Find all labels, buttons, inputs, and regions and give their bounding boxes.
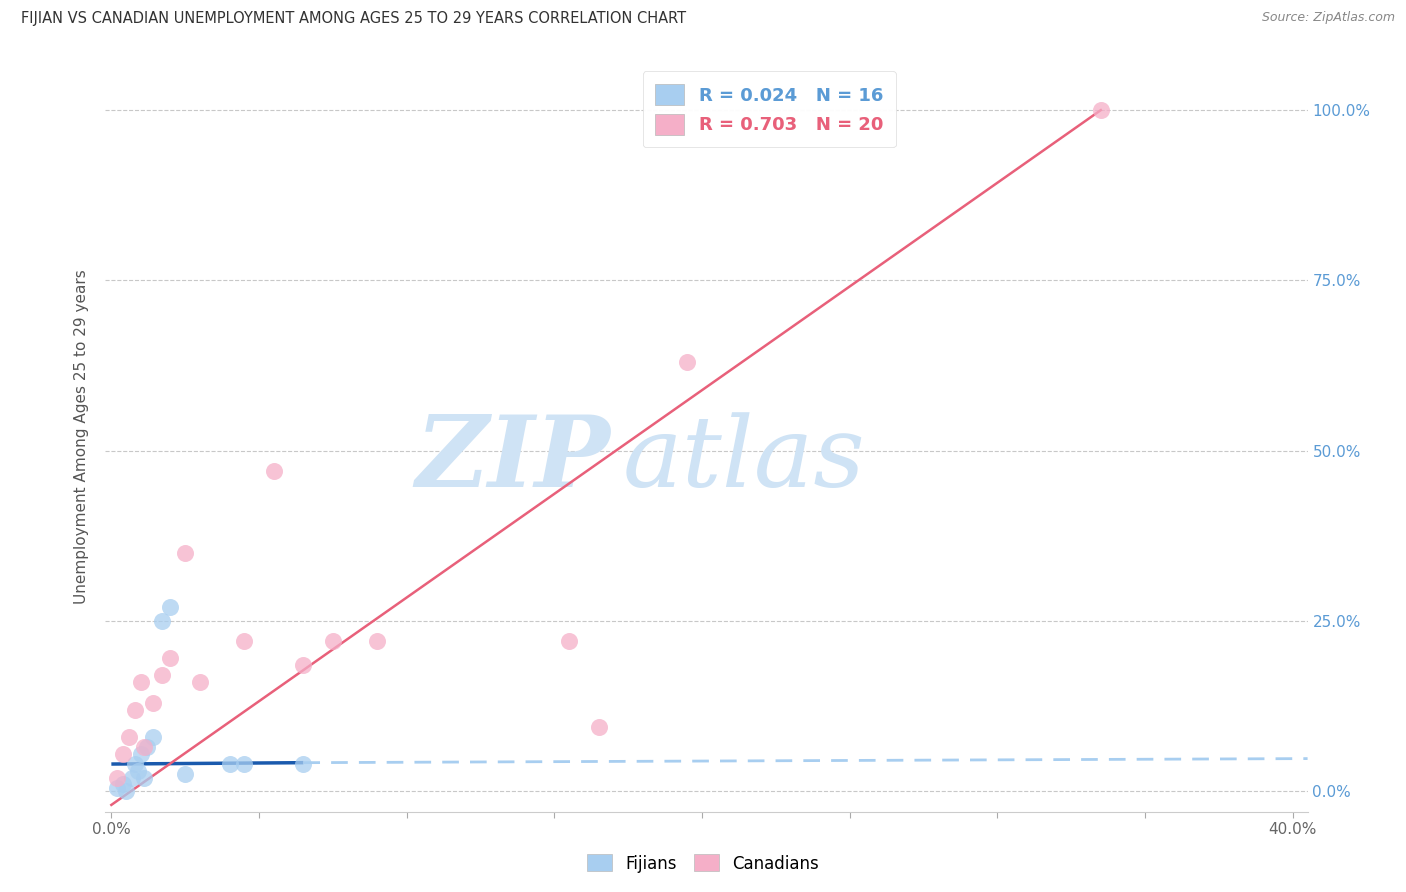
Legend: R = 0.024   N = 16, R = 0.703   N = 20: R = 0.024 N = 16, R = 0.703 N = 20 (643, 71, 896, 147)
Point (366, 634, 388, 648)
Point (588, 720, 610, 734)
Point (135, 739, 157, 754)
Point (129, 675, 152, 690)
Point (159, 600, 181, 615)
Point (129, 747, 152, 761)
Point (112, 777, 135, 791)
Point (188, 675, 211, 690)
Point (150, 614, 173, 628)
Point (233, 634, 256, 648)
Point (142, 730, 165, 744)
Point (150, 668, 173, 682)
Point (174, 767, 197, 781)
Text: ZIP: ZIP (415, 411, 610, 508)
Point (292, 658, 315, 673)
Point (121, 771, 143, 785)
Text: FIJIAN VS CANADIAN UNEMPLOYMENT AMONG AGES 25 TO 29 YEARS CORRELATION CHART: FIJIAN VS CANADIAN UNEMPLOYMENT AMONG AG… (21, 11, 686, 26)
Point (132, 771, 155, 785)
Point (105, 771, 128, 785)
Point (676, 355, 699, 369)
Text: atlas: atlas (623, 412, 865, 508)
Point (105, 780, 128, 795)
Point (132, 739, 155, 754)
Point (159, 651, 181, 665)
Point (118, 730, 141, 744)
Point (124, 757, 146, 772)
Point (127, 764, 149, 778)
Point (112, 747, 135, 761)
Point (292, 757, 315, 772)
Y-axis label: Unemployment Among Ages 25 to 29 years: Unemployment Among Ages 25 to 29 years (75, 269, 90, 605)
Point (142, 696, 165, 710)
Point (174, 546, 197, 560)
Point (124, 702, 146, 716)
Point (233, 757, 256, 772)
Point (263, 464, 285, 478)
Point (115, 784, 138, 798)
Point (322, 634, 344, 648)
Point (218, 757, 240, 772)
Point (558, 634, 581, 648)
Legend: Fijians, Canadians: Fijians, Canadians (581, 847, 825, 880)
Text: Source: ZipAtlas.com: Source: ZipAtlas.com (1261, 11, 1395, 24)
Point (1090, 103, 1112, 117)
